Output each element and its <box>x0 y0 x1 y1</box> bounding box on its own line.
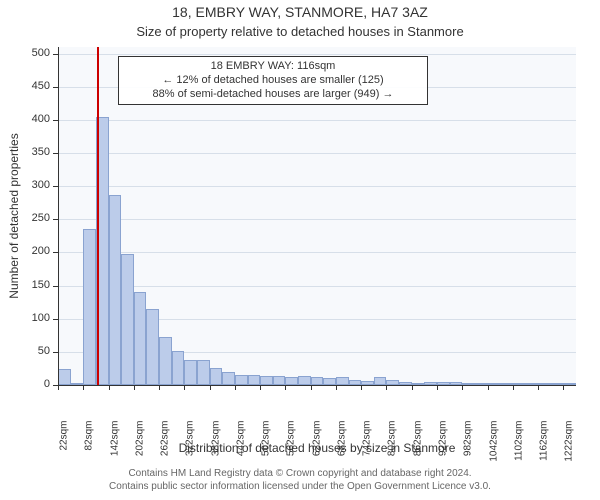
x-tick-label: 1162sqm <box>539 421 550 471</box>
x-tick <box>513 385 514 390</box>
histogram-bar <box>285 377 298 385</box>
histogram-bar <box>235 375 248 385</box>
annotation-line: 18 EMBRY WAY: 116sqm <box>125 60 421 74</box>
x-tick <box>134 385 135 390</box>
x-tick-label: 502sqm <box>261 421 272 471</box>
y-tick-label: 200 <box>20 245 50 257</box>
x-tick <box>361 385 362 390</box>
annotation-box: 18 EMBRY WAY: 116sqm← 12% of detached ho… <box>118 56 428 105</box>
histogram-bar <box>197 360 210 385</box>
x-tick-label: 1102sqm <box>513 421 524 471</box>
x-tick-label: 442sqm <box>235 421 246 471</box>
annotation-line: ← 12% of detached houses are smaller (12… <box>125 74 421 88</box>
x-tick-label: 1222sqm <box>564 421 575 471</box>
y-tick-label: 300 <box>20 179 50 191</box>
x-tick <box>462 385 463 390</box>
y-tick-label: 400 <box>20 113 50 125</box>
x-tick-label: 262sqm <box>160 421 171 471</box>
histogram-bar <box>184 360 197 385</box>
histogram-bar <box>172 351 185 385</box>
x-tick <box>235 385 236 390</box>
y-tick-label: 150 <box>20 279 50 291</box>
y-tick-label: 500 <box>20 47 50 59</box>
x-tick-label: 982sqm <box>463 421 474 471</box>
x-tick-label: 682sqm <box>336 421 347 471</box>
chart-subtitle: Size of property relative to detached ho… <box>0 24 600 39</box>
y-tick-label: 250 <box>20 212 50 224</box>
x-tick <box>285 385 286 390</box>
x-tick-label: 802sqm <box>387 421 398 471</box>
y-gridline <box>58 252 576 253</box>
x-tick-label: 562sqm <box>286 421 297 471</box>
x-tick-label: 862sqm <box>412 421 423 471</box>
histogram-bar <box>134 292 147 385</box>
x-tick <box>184 385 185 390</box>
x-tick <box>336 385 337 390</box>
chart-title: 18, EMBRY WAY, STANMORE, HA7 3AZ <box>0 4 600 20</box>
y-gridline <box>58 186 576 187</box>
histogram-bar <box>210 368 223 385</box>
y-gridline <box>58 54 576 55</box>
histogram-bar <box>222 372 235 385</box>
x-tick <box>109 385 110 390</box>
x-tick-label: 322sqm <box>185 421 196 471</box>
x-tick <box>260 385 261 390</box>
histogram-bar <box>323 378 336 385</box>
histogram-bar <box>58 369 71 385</box>
y-gridline <box>58 219 576 220</box>
y-tick-label: 0 <box>20 378 50 390</box>
histogram-bar <box>121 254 134 385</box>
x-tick <box>83 385 84 390</box>
y-axis-label: Number of detached properties <box>7 133 21 298</box>
histogram-bar <box>83 229 96 385</box>
y-gridline <box>58 286 576 287</box>
histogram-bar <box>336 377 349 385</box>
y-tick-label: 100 <box>20 312 50 324</box>
x-axis-line <box>58 385 576 386</box>
y-gridline <box>58 153 576 154</box>
x-tick-label: 202sqm <box>134 421 145 471</box>
x-tick <box>311 385 312 390</box>
footer-line-2: Contains public sector information licen… <box>0 481 600 494</box>
histogram-bar <box>260 376 273 385</box>
histogram-bar <box>248 375 261 385</box>
histogram-bar <box>273 376 286 385</box>
x-tick-label: 1042sqm <box>488 421 499 471</box>
y-tick-label: 450 <box>20 80 50 92</box>
histogram-bar <box>311 377 324 385</box>
x-tick-label: 622sqm <box>311 421 322 471</box>
histogram-bar <box>146 309 159 385</box>
property-indicator-line <box>97 47 99 385</box>
y-tick-label: 50 <box>20 345 50 357</box>
y-gridline <box>58 120 576 121</box>
x-tick-label: 382sqm <box>210 421 221 471</box>
x-tick-label: 82sqm <box>84 421 95 471</box>
annotation-line: 88% of semi-detached houses are larger (… <box>125 88 421 102</box>
x-tick-label: 742sqm <box>362 421 373 471</box>
chart-root: 18, EMBRY WAY, STANMORE, HA7 3AZ Size of… <box>0 0 600 500</box>
x-tick <box>58 385 59 390</box>
histogram-bar <box>374 377 387 385</box>
x-tick <box>159 385 160 390</box>
x-tick <box>437 385 438 390</box>
histogram-bar <box>109 195 122 385</box>
plot-area: 18 EMBRY WAY: 116sqm← 12% of detached ho… <box>58 47 576 385</box>
x-tick <box>386 385 387 390</box>
y-tick-label: 350 <box>20 146 50 158</box>
x-tick <box>412 385 413 390</box>
histogram-bar <box>159 337 172 385</box>
histogram-bar <box>298 376 311 385</box>
x-tick <box>488 385 489 390</box>
y-axis-line <box>58 47 59 385</box>
x-tick-label: 922sqm <box>438 421 449 471</box>
x-tick-label: 142sqm <box>109 421 120 471</box>
x-tick <box>563 385 564 390</box>
x-tick <box>210 385 211 390</box>
x-tick-label: 22sqm <box>59 421 70 471</box>
x-tick <box>538 385 539 390</box>
footer-attribution: Contains HM Land Registry data © Crown c… <box>0 468 600 493</box>
